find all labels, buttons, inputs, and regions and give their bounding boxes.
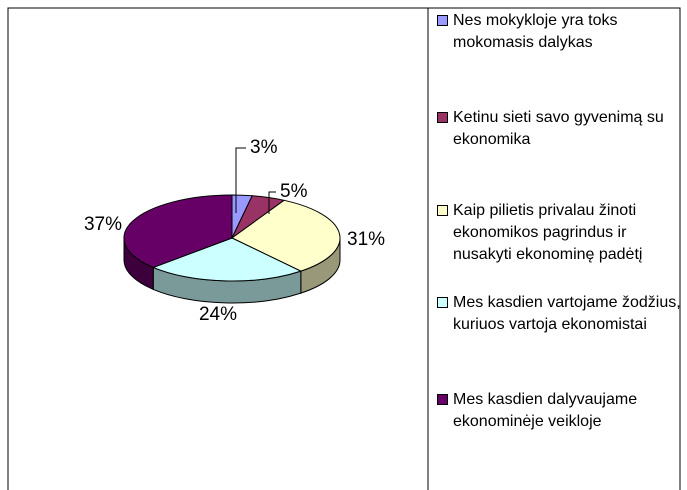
data-label: 24% (199, 304, 237, 325)
legend-swatch (437, 297, 448, 308)
slice (231, 199, 341, 272)
legend-label: Ketinu sieti savo gyvenimą su ekonomika (453, 109, 664, 148)
legend-item: Mes kasdien vartojame žodžius, kuriuos v… (437, 292, 683, 336)
legend-swatch (437, 112, 448, 123)
legend-swatch (437, 205, 448, 216)
legend-label: Mes kasdien dalyvaujame ekonominėje veik… (453, 391, 638, 430)
frame (7, 7, 681, 490)
data-label: 37% (84, 214, 122, 235)
legend-item: Ketinu sieti savo gyvenimą su ekonomika (437, 107, 683, 151)
data-label: 5% (280, 181, 308, 202)
legend-item: Nes mokykloje yra toks mokomasis dalykas (437, 10, 683, 54)
slice (151, 237, 303, 282)
leader-line (235, 147, 246, 213)
data-label: 31% (347, 229, 385, 250)
legend-label: Mes kasdien vartojame žodžius, kuriuos v… (453, 294, 681, 333)
legend-swatch (437, 394, 448, 405)
slice (123, 194, 233, 268)
leader-line (268, 191, 276, 214)
legend-item: Kaip pilietis privalau žinoti ekonomikos… (437, 200, 683, 266)
data-label: 3% (250, 137, 278, 158)
legend-label: Kaip pilietis privalau žinoti ekonomikos… (453, 202, 643, 263)
legend-swatch (437, 15, 448, 26)
legend-item: Mes kasdien dalyvaujame ekonominėje veik… (437, 389, 683, 433)
legend-label: Nes mokykloje yra toks mokomasis dalykas (453, 12, 618, 51)
